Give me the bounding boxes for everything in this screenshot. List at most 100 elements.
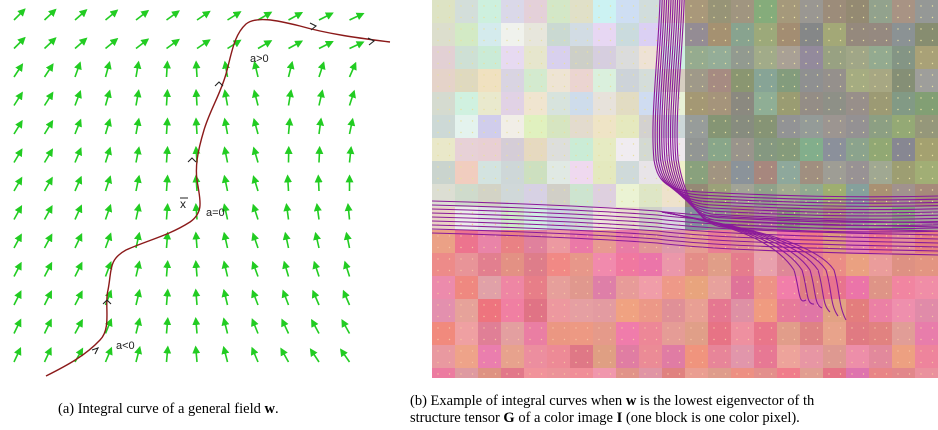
- field-arrows: [13, 8, 365, 363]
- grid-dot: [471, 143, 474, 145]
- pixel-block: [616, 322, 639, 345]
- grid-dot: [885, 223, 888, 226]
- pixel-block: [570, 345, 593, 368]
- grid-dot: [483, 212, 485, 214]
- grid-dot: [885, 177, 888, 180]
- pixel-block: [800, 92, 823, 115]
- field-arrow: [286, 60, 295, 78]
- grid-dot: [724, 350, 727, 352]
- grid-dot: [747, 189, 750, 191]
- field-arrow: [13, 63, 24, 78]
- grid-dot: [678, 258, 681, 260]
- grid-dot: [621, 5, 623, 7]
- grid-dot: [506, 212, 508, 214]
- grid-dot: [690, 189, 692, 191]
- pixel-block: [524, 230, 547, 253]
- grid-dot: [724, 281, 727, 283]
- grid-dot: [644, 97, 646, 99]
- grid-dot: [885, 246, 888, 249]
- grid-dot: [621, 304, 623, 306]
- pixel-block: [593, 46, 616, 69]
- grid-dot: [862, 361, 865, 364]
- grid-dot: [448, 327, 451, 329]
- grid-dot: [736, 74, 738, 76]
- grid-dot: [782, 258, 784, 260]
- grid-dot: [736, 177, 738, 180]
- grid-dot: [552, 51, 554, 53]
- grid-dot: [563, 373, 566, 375]
- grid-dot: [644, 315, 646, 318]
- pixel-block: [915, 253, 938, 276]
- grid-dot: [586, 269, 589, 272]
- grid-dot: [540, 166, 543, 168]
- grid-dot: [713, 131, 715, 134]
- pixel-block: [455, 184, 478, 207]
- grid-dot: [460, 327, 462, 329]
- grid-dot: [920, 97, 922, 99]
- pixel-block: [777, 345, 800, 368]
- pixel-block: [708, 161, 731, 184]
- grid-dot: [506, 281, 508, 283]
- grid-dot: [701, 39, 704, 42]
- pixel-block: [915, 368, 938, 378]
- grid-dot: [759, 154, 761, 157]
- pixel-block: [478, 138, 501, 161]
- grid-dot: [483, 246, 485, 249]
- grid-dot: [805, 212, 807, 214]
- field-arrow: [13, 290, 22, 306]
- grid-dot: [483, 143, 485, 145]
- grid-dot: [552, 5, 554, 7]
- pixel-block: [593, 161, 616, 184]
- grid-dot: [540, 189, 543, 191]
- field-arrow: [133, 89, 142, 106]
- grid-dot: [690, 143, 692, 145]
- grid-dot: [460, 85, 462, 88]
- field-arrow: [13, 119, 23, 135]
- grid-dot: [897, 327, 899, 329]
- grid-dot: [862, 258, 865, 260]
- grid-dot: [908, 154, 911, 157]
- grid-dot: [713, 258, 715, 260]
- grid-dot: [713, 338, 715, 341]
- field-arrow: [221, 117, 230, 135]
- field-arrow: [311, 289, 320, 306]
- grid-dot: [540, 51, 543, 53]
- pixel-block: [616, 299, 639, 322]
- grid-dot: [747, 327, 750, 329]
- grid-dot: [540, 154, 543, 157]
- grid-dot: [851, 85, 853, 88]
- grid-dot: [529, 361, 531, 364]
- field-arrow: [251, 260, 259, 277]
- field-arrow: [251, 117, 260, 135]
- field-arrow: [163, 60, 171, 78]
- grid-dot: [609, 97, 612, 99]
- grid-dot: [885, 350, 888, 352]
- field-arrow: [251, 175, 260, 192]
- grid-dot: [793, 304, 796, 306]
- grid-dot: [828, 200, 830, 203]
- label-a-negative: a<0: [116, 340, 135, 352]
- field-arrow: [192, 259, 201, 277]
- field-arrow: [104, 37, 119, 50]
- grid-dot: [874, 85, 876, 88]
- grid-dot: [736, 131, 738, 134]
- grid-dot: [759, 108, 761, 111]
- grid-dot: [724, 131, 727, 134]
- grid-dot: [885, 74, 888, 76]
- field-arrow: [284, 174, 292, 192]
- grid-dot: [494, 304, 497, 306]
- grid-dot: [828, 62, 830, 65]
- field-arrow: [251, 146, 260, 163]
- grid-dot: [839, 28, 842, 30]
- label-a-positive: a>0: [250, 53, 269, 65]
- grid-dot: [483, 315, 485, 318]
- grid-dot: [897, 189, 899, 191]
- pixel-block: [846, 345, 869, 368]
- pixel-block: [915, 69, 938, 92]
- grid-dot: [517, 85, 520, 88]
- grid-dot: [862, 235, 865, 237]
- grid-dot: [667, 258, 669, 260]
- grid-dot: [759, 189, 761, 191]
- grid-dot: [828, 177, 830, 180]
- point-x-label: x: [180, 197, 186, 211]
